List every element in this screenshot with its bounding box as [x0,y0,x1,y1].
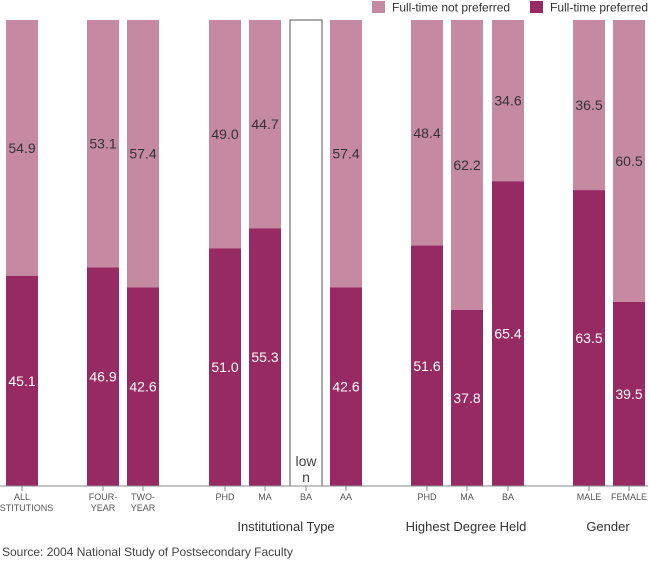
group-label: Gender [586,519,630,534]
bar-note-label: low [295,453,317,469]
bar-segment-not-preferred [209,20,241,249]
data-label-not-preferred: 53.1 [89,136,116,152]
bar-segment-not-preferred [573,20,605,191]
legend-label: Full-time preferred [550,1,648,15]
x-tick-label: BA [502,492,514,502]
data-label-preferred: 39.5 [615,386,642,402]
bar-empty [289,19,323,487]
bar-segment-preferred [492,181,524,486]
bar-segment-not-preferred [613,20,645,302]
source-note: Source: 2004 National Study of Postsecon… [2,545,293,559]
legend: Full-time not preferred Full-time preferr… [372,1,648,15]
data-label-not-preferred: 57.4 [332,146,359,162]
x-tick-label: PHD [215,492,235,502]
x-tick-label: AA [340,492,352,502]
data-label-not-preferred: 54.9 [8,140,35,156]
group-label: Highest Degree Held [406,519,527,534]
bar-segment-preferred [127,287,159,486]
x-tick-label: YEAR [131,503,156,513]
data-label-not-preferred: 57.4 [129,146,156,162]
bar-segment-preferred [411,245,443,486]
data-label-not-preferred: 60.5 [615,153,642,169]
data-label-preferred: 45.1 [8,373,35,389]
x-tick-label: PHD [417,492,437,502]
data-label-preferred: 46.9 [89,369,116,385]
group-label: Institutional Type [237,519,334,534]
bar-segment-preferred [249,228,281,486]
bar-note-label: n [302,469,310,485]
group-labels: Institutional Type Highest Degree Held Gen… [237,519,630,534]
bar-segment-preferred [209,248,241,486]
x-tick-label: FEMALE [611,492,647,502]
bar-segment-not-preferred [492,20,524,182]
x-tick-label: MALE [577,492,602,502]
data-label-not-preferred: 34.6 [494,93,521,109]
data-label-not-preferred: 48.4 [413,125,440,141]
x-tick-label: FOUR- [89,492,118,502]
legend-label: Full-time not preferred [392,1,510,15]
legend-swatch [372,1,385,13]
data-label-not-preferred: 62.2 [453,157,480,173]
bar-segment-preferred [6,275,38,486]
x-tick-label: BA [300,492,312,502]
x-tick-label: INSTITUTIONS [0,503,53,513]
bar-segment-not-preferred [330,20,362,288]
bar-segment-not-preferred [451,20,483,310]
data-label-not-preferred: 49.0 [211,126,238,142]
bar-segment-preferred [330,287,362,486]
bar-segment-preferred [87,267,119,486]
bar-segment-not-preferred [411,20,443,246]
data-label-preferred: 63.5 [575,330,602,346]
x-tick-label: ALL [14,492,30,502]
data-label-not-preferred: 44.7 [251,116,278,132]
bar-segment-preferred [613,301,645,486]
x-tick-label: MA [258,492,272,502]
bar-segment-not-preferred [6,20,38,276]
bar-segment-preferred [573,190,605,486]
bar-segment-not-preferred [249,20,281,229]
data-label-preferred: 51.0 [211,359,238,375]
bar-segment-not-preferred [87,20,119,268]
x-tick-label: YEAR [91,503,116,513]
legend-swatch [530,1,543,13]
data-label-preferred: 55.3 [251,349,278,365]
bar-segment-not-preferred [127,20,159,288]
x-axis: ALLINSTITUTIONSFOUR-YEARTWO-YEARPHDMABAA… [0,485,648,513]
data-label-preferred: 51.6 [413,358,440,374]
data-label-preferred: 42.6 [332,379,359,395]
data-label-preferred: 37.8 [453,390,480,406]
data-label-preferred: 65.4 [494,326,521,342]
x-tick-label: MA [460,492,474,502]
data-label-not-preferred: 36.5 [575,97,602,113]
data-label-preferred: 42.6 [129,379,156,395]
bars: 54.9 45.1 53.1 46.9 57.4 42.6 49.0 51.0 44.7 55.3… [6,19,645,487]
bar-segment-preferred [451,309,483,486]
x-tick-label: TWO- [131,492,155,502]
